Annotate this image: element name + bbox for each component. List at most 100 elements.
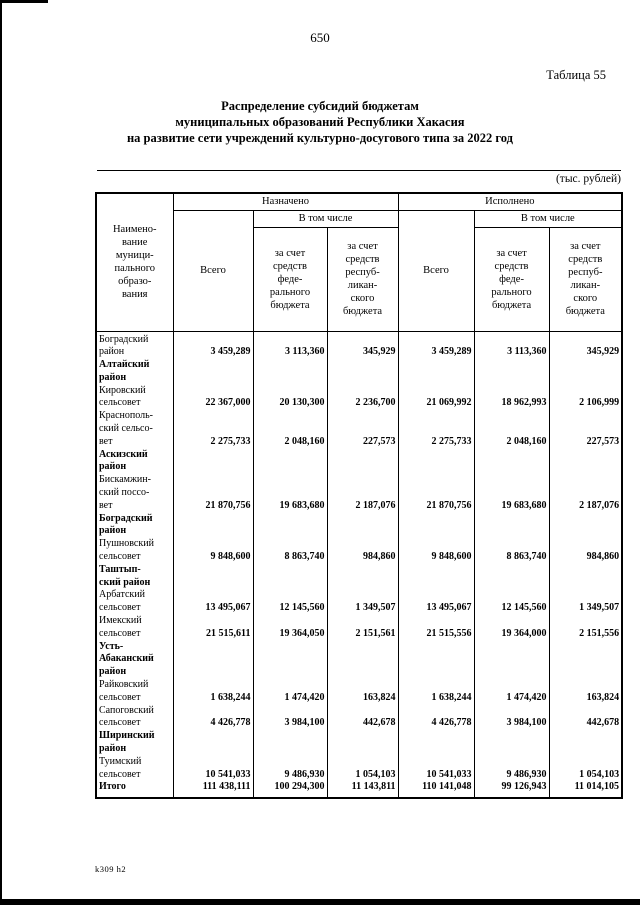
row-value: 111 438,111 — [172, 781, 254, 799]
row-value: 19 683,680 — [252, 474, 328, 513]
row-value: 163,824 — [326, 679, 399, 705]
header-federal-assigned: за счет средств феде- рального бюджета — [252, 226, 328, 332]
row-value: 3 113,360 — [252, 331, 328, 360]
row-value — [172, 730, 254, 756]
row-value: 10 541,033 — [397, 755, 475, 782]
row-value — [397, 448, 475, 475]
row-value — [326, 640, 399, 680]
row-value: 442,678 — [548, 704, 623, 731]
row-name: Арбатский сельсовет — [95, 589, 174, 616]
row-value — [252, 359, 328, 385]
header-including-executed: В том числе — [473, 209, 623, 228]
row-value: 9 486,930 — [473, 755, 550, 782]
row-value — [252, 512, 328, 539]
footer-code: k309 h2 — [95, 864, 127, 874]
row-value — [252, 563, 328, 590]
row-value: 2 187,076 — [326, 474, 399, 513]
table-row: Райковский сельсовет 1 638,244 1 474,420 16… — [95, 679, 623, 705]
row-value: 1 638,244 — [397, 679, 475, 705]
row-value — [548, 640, 623, 680]
row-value — [548, 512, 623, 539]
row-value: 9 486,930 — [252, 755, 328, 782]
table-row: Сапоговский сельсовет 4 426,778 3 984,100 4… — [95, 704, 623, 731]
units-note: (тыс. рублей) — [555, 173, 621, 185]
table-row-district-header: Аскизский район — [95, 448, 623, 475]
table-row: Туимский сельсовет 10 541,033 9 486,930 1 0… — [95, 755, 623, 782]
row-value — [326, 359, 399, 385]
table-row: Краснополь- ский сельсо- вет 2 275,733 2 0… — [95, 410, 623, 449]
row-value — [252, 448, 328, 475]
row-name: Ширинский район — [95, 730, 174, 756]
table-row-district-header: Таштып- ский район — [95, 563, 623, 590]
row-value — [548, 448, 623, 475]
row-value: 984,860 — [548, 538, 623, 564]
table-row-district-header: Ширинский район — [95, 730, 623, 756]
row-value — [397, 563, 475, 590]
row-value: 2 151,556 — [548, 615, 623, 641]
row-value: 2 236,700 — [326, 384, 399, 411]
row-value: 1 638,244 — [172, 679, 254, 705]
row-value — [473, 563, 550, 590]
row-value: 13 495,067 — [172, 589, 254, 616]
row-name: Боградский район — [95, 331, 174, 360]
table-header: Наимено- вание муници- пального образо- … — [95, 192, 623, 332]
row-value: 227,573 — [326, 410, 399, 449]
scan-mark-topleft — [0, 0, 48, 3]
horizontal-rule — [97, 170, 621, 171]
row-value: 8 863,740 — [473, 538, 550, 564]
header-republican-executed: за счет средств респуб- ликан- ского бюд… — [548, 226, 623, 332]
row-value: 1 054,103 — [326, 755, 399, 782]
scan-edge-left — [0, 0, 2, 905]
table-row-district-header: Боградский район — [95, 512, 623, 539]
row-value: 100 294,300 — [252, 781, 328, 799]
row-value: 12 145,560 — [252, 589, 328, 616]
row-value: 20 130,300 — [252, 384, 328, 411]
row-value — [473, 359, 550, 385]
row-value: 21 870,756 — [172, 474, 254, 513]
row-value — [252, 640, 328, 680]
row-name: Бискамжин- ский поссо- вет — [95, 474, 174, 513]
table-row-district-header: Алтайский район — [95, 359, 623, 385]
row-value — [326, 448, 399, 475]
row-value: 21 515,556 — [397, 615, 475, 641]
row-value: 3 459,289 — [397, 331, 475, 360]
row-name: Кировский сельсовет — [95, 384, 174, 411]
table-caption-number: Таблица 55 — [546, 68, 606, 82]
row-value: 984,860 — [326, 538, 399, 564]
row-value — [473, 448, 550, 475]
row-value: 2 048,160 — [473, 410, 550, 449]
row-value: 99 126,943 — [473, 781, 550, 799]
row-name: Итого — [95, 781, 174, 799]
row-name: Туимский сельсовет — [95, 755, 174, 782]
row-value — [397, 640, 475, 680]
scan-edge-bottom — [0, 899, 640, 905]
row-value — [172, 359, 254, 385]
row-value: 4 426,778 — [172, 704, 254, 731]
row-name: Усть- Абаканский район — [95, 640, 174, 680]
row-value — [548, 563, 623, 590]
row-value: 19 364,000 — [473, 615, 550, 641]
table-row: Имекский сельсовет 21 515,611 19 364,050 2 … — [95, 615, 623, 641]
table-row: Пушновский сельсовет 9 848,600 8 863,740 98… — [95, 538, 623, 564]
row-value — [473, 730, 550, 756]
row-value: 1 054,103 — [548, 755, 623, 782]
row-value: 9 848,600 — [172, 538, 254, 564]
row-value: 3 459,289 — [172, 331, 254, 360]
row-value: 163,824 — [548, 679, 623, 705]
row-name: Пушновский сельсовет — [95, 538, 174, 564]
row-value: 4 426,778 — [397, 704, 475, 731]
row-value — [548, 730, 623, 756]
subsidies-table: Наимено- вание муници- пального образо- … — [95, 192, 624, 800]
table-row: Кировский сельсовет 22 367,000 20 130,300 2… — [95, 384, 623, 411]
row-value: 3 984,100 — [252, 704, 328, 731]
row-value: 18 962,993 — [473, 384, 550, 411]
header-total-assigned: Всего — [172, 209, 254, 332]
table-row-district-header: Усть- Абаканский район — [95, 640, 623, 680]
row-name: Алтайский район — [95, 359, 174, 385]
row-value: 12 145,560 — [473, 589, 550, 616]
row-name: Таштып- ский район — [95, 563, 174, 590]
row-name: Краснополь- ский сельсо- вет — [95, 410, 174, 449]
header-name-column: Наимено- вание муници- пального образо- … — [95, 192, 174, 332]
row-value: 3 113,360 — [473, 331, 550, 360]
